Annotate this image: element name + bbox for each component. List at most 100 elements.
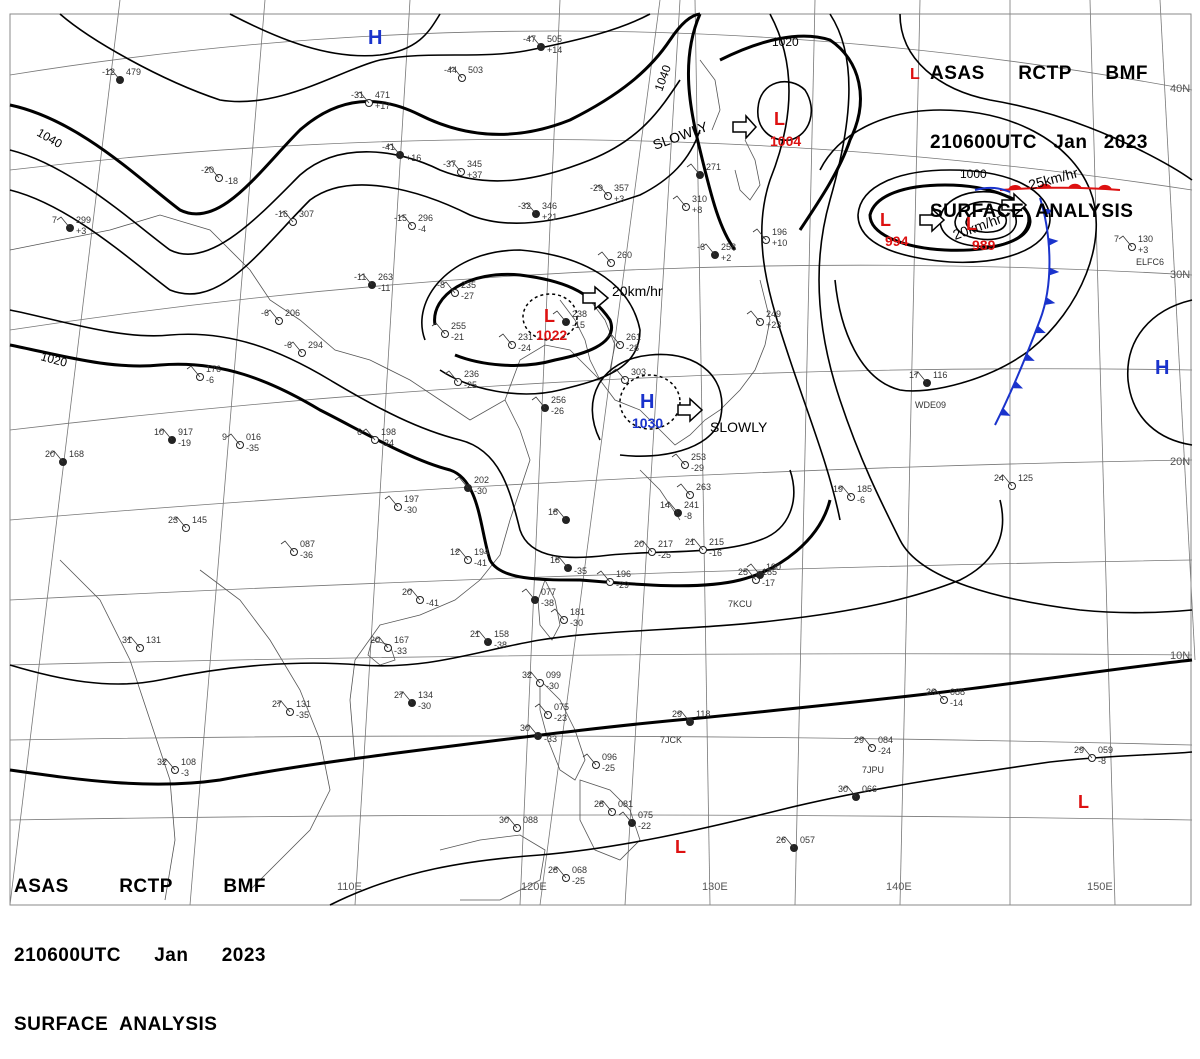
isobar-label-1020-west: 1020 [39, 349, 69, 370]
isobar-1016 [9, 499, 1004, 685]
station-tendency: -8 [1098, 756, 1106, 766]
pressure-centers: H H H 1030 L 1004 L 1022 L 994 L 989 L L… [368, 27, 1169, 857]
coast-japan-honshu [639, 279, 771, 446]
station-temperature: 27 [394, 690, 404, 700]
station-temperature: -31 [351, 90, 364, 100]
wind-barb [531, 396, 546, 409]
station-pressure: 196 [616, 569, 631, 579]
station-plot: 29 118 [672, 709, 710, 726]
meridian-130e [694, 0, 711, 906]
station-temperature: -16 [275, 209, 288, 219]
wind-barb [842, 785, 857, 798]
wind-barb [126, 636, 141, 649]
isobar-1020-inner [433, 272, 614, 367]
station-pressure: 260 [617, 250, 632, 260]
wind-barb [49, 450, 64, 463]
station-plot: 30 088 [499, 815, 538, 832]
meridian-100e [9, 0, 121, 906]
wind-barb [664, 501, 679, 514]
station-plot: -16 307 [275, 209, 314, 226]
header-year: 2023 [221, 945, 266, 966]
wind-barb [503, 816, 518, 829]
station-tendency: -30 [570, 618, 583, 628]
station-pressure: 176 [206, 364, 221, 374]
station-tendency: -15 [572, 320, 585, 330]
station-tendency: -18 [225, 176, 238, 186]
station-plot: 271 [686, 162, 721, 179]
wind-barb [172, 516, 187, 529]
high-center-1030: H [640, 391, 654, 413]
coast-indochina-west [59, 559, 176, 901]
header-region: ASAS [930, 63, 985, 84]
wind-barb [186, 365, 201, 378]
station-pressure: 261 [626, 332, 641, 342]
station-temperature: 25 [738, 567, 748, 577]
warm-front-semicircles [1007, 183, 1113, 190]
parallel-20n [9, 459, 1193, 521]
ship-station-ids: 7KCU 7JCK 7JPU WDE09 ELFC6 [660, 257, 1164, 775]
station-pressure: 310 [692, 194, 707, 204]
station-tendency: -30 [404, 505, 417, 515]
station-id-7jck: 7JCK [660, 735, 682, 745]
station-tendency: -30 [546, 681, 559, 691]
station-tendency: -3 [181, 768, 189, 778]
station-tendency: +21 [542, 212, 557, 222]
station-tendency: -6 [206, 375, 214, 385]
isobar-low-ring-2 [868, 183, 1032, 252]
isobar-labels: 1040 1040 1020 1020 1000 [35, 35, 988, 370]
coast-japan-hokkaido [734, 139, 761, 201]
station-tendency: -29 [616, 580, 629, 590]
wind-barb [386, 143, 401, 156]
station-tendency: +14 [547, 45, 562, 55]
wind-barb [597, 251, 612, 264]
station-pressure: 125 [1018, 473, 1033, 483]
station-temperature: -37 [443, 159, 456, 169]
station-tendency: -41 [474, 558, 487, 568]
station-temperature: -47 [523, 34, 536, 44]
station-plot: -20 -18 [201, 165, 238, 186]
warm-front-semicircle [1037, 183, 1052, 188]
arrow-low-994 [919, 207, 946, 233]
station-pressure: 197 [404, 494, 419, 504]
station-tendency: -30 [418, 701, 431, 711]
lon-label-150e: 150E [1087, 881, 1113, 893]
station-temperature: 30 [926, 687, 936, 697]
station-temperature: 27 [272, 699, 282, 709]
station-temperature: -32 [518, 201, 531, 211]
station-tendency: -35 [246, 443, 259, 453]
header-title: SURFACE ANALYSIS [930, 201, 1134, 222]
occluded-start [974, 186, 1011, 193]
station-id-elfc6: ELFC6 [1136, 257, 1164, 267]
station-plot: 10 917-19 [154, 427, 193, 448]
wind-barb [1118, 235, 1133, 248]
station-temperature: 32 [522, 670, 532, 680]
meridian-115e [519, 0, 561, 906]
station-plot: 20 217-25 [634, 539, 673, 560]
header-month: Jan [1053, 132, 1088, 153]
isobar-1028-east [1127, 299, 1193, 446]
station-temperature: 24 [994, 473, 1004, 483]
wind-barb [746, 563, 761, 576]
station-plot: 181-30 [550, 607, 585, 628]
station-pressure: 185 [762, 567, 777, 577]
station-temperature: 6 [357, 427, 362, 437]
station-pressure: 084 [878, 735, 893, 745]
wind-barb [276, 700, 291, 713]
station-pressure: 131 [146, 635, 161, 645]
station-plot: 27 134-30 [394, 690, 433, 711]
station-plot: 20 167-33 [370, 635, 409, 656]
isobar-1036 [59, 13, 651, 103]
station-pressure: 917 [178, 427, 193, 437]
wind-barb [384, 495, 399, 508]
header-time: 210600UTC [930, 132, 1037, 153]
station-temperature: -44 [444, 65, 457, 75]
station-pressure: 346 [542, 201, 557, 211]
wind-barb [522, 202, 537, 215]
station-plot: -41 +16 [382, 142, 421, 163]
station-plot: 238-15 [552, 309, 587, 330]
warm-front-semicircle [1068, 183, 1083, 188]
isobar-low-ring-3 [939, 190, 1029, 248]
station-plot: 20 -41 [402, 587, 439, 608]
low-center-994: L [880, 210, 891, 230]
station-tendency: -35 [574, 566, 587, 576]
